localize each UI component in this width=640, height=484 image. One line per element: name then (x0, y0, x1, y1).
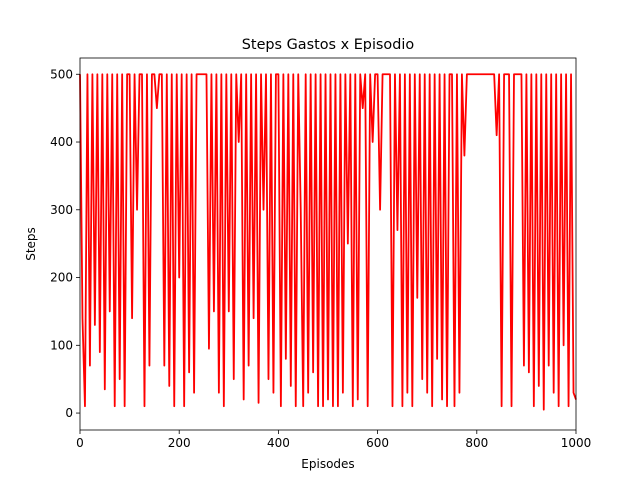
y-tick-label: 500 (50, 67, 73, 81)
data-line (79, 73, 577, 411)
y-tick-label: 300 (50, 203, 73, 217)
x-axis-label: Episodes (301, 457, 354, 471)
x-tick-label: 1000 (561, 436, 592, 450)
x-tick-label: 800 (465, 436, 488, 450)
y-tick-label: 100 (50, 338, 73, 352)
x-tick-label: 0 (76, 436, 84, 450)
x-tick-label: 200 (168, 436, 191, 450)
x-tick-label: 600 (366, 436, 389, 450)
y-tick-label: 200 (50, 271, 73, 285)
plot-frame (79, 57, 577, 431)
x-tick-label: 400 (267, 436, 290, 450)
y-axis-label: Steps (24, 227, 38, 261)
chart-title: Steps Gastos x Episodio (242, 37, 415, 53)
y-tick-label: 0 (65, 406, 73, 420)
y-tick-label: 400 (50, 135, 73, 149)
